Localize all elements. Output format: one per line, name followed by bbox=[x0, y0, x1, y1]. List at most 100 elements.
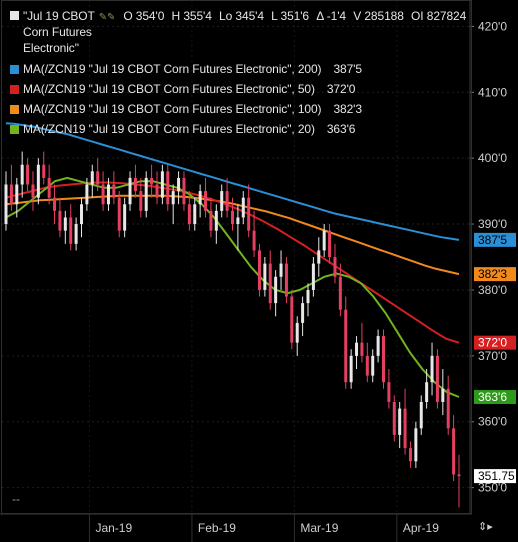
candle-body bbox=[193, 204, 197, 225]
legend-ma-20[interactable]: MA(/ZCN19 "Jul 19 CBOT Corn Futures Elec… bbox=[10, 122, 355, 136]
candle-body bbox=[355, 342, 359, 356]
ma-50-swatch-icon bbox=[10, 84, 19, 94]
candle-body bbox=[106, 184, 110, 205]
candle-body bbox=[376, 336, 380, 356]
y-tick-label: 420'0 bbox=[478, 19, 507, 33]
legend-ma-50-value: 372'0 bbox=[326, 82, 356, 96]
candle-body bbox=[387, 382, 391, 402]
candle-body bbox=[457, 474, 461, 477]
candle-body bbox=[96, 171, 100, 185]
price-badge-label: 372'0 bbox=[478, 336, 507, 350]
candle-body bbox=[182, 177, 186, 205]
candle-body bbox=[15, 184, 19, 205]
candle-body bbox=[204, 191, 208, 211]
edit-study-icon[interactable]: ✎✎ bbox=[98, 12, 116, 23]
price-badge-label: 382'3 bbox=[478, 267, 507, 281]
candle-body bbox=[58, 210, 62, 231]
price-badge-label: 387'5 bbox=[478, 233, 507, 247]
price-badge-box bbox=[474, 390, 516, 405]
candle-body bbox=[344, 309, 348, 383]
symbol-name-line3: Electronic" bbox=[23, 41, 79, 55]
candle-body bbox=[69, 217, 73, 244]
candle-body bbox=[31, 184, 35, 198]
candle-layer bbox=[4, 151, 461, 508]
candle-body bbox=[112, 184, 116, 198]
candle-body bbox=[209, 210, 213, 231]
candle-body bbox=[371, 355, 375, 376]
scroll-zoom-control-icon[interactable]: ⇕▸ bbox=[478, 521, 493, 533]
ma-20-line bbox=[5, 176, 460, 398]
candle-body bbox=[333, 257, 337, 277]
candle-body bbox=[317, 250, 321, 264]
candle-body bbox=[430, 355, 434, 383]
header-quote-line: "Jul 19 CBOT ✎✎ O 354'0 H 355'4 Lo 345'4 L… bbox=[10, 9, 466, 23]
candle-body bbox=[4, 184, 8, 225]
candle-body bbox=[166, 171, 170, 205]
candle-body bbox=[231, 210, 234, 225]
candle-body bbox=[365, 355, 369, 376]
candle-body bbox=[74, 224, 78, 244]
candle-body bbox=[301, 303, 305, 323]
quote-low: Lo 345'4 bbox=[219, 9, 264, 23]
candle-body bbox=[398, 408, 402, 435]
price-badge-box bbox=[474, 267, 516, 282]
legend-ma-50[interactable]: MA(/ZCN19 "Jul 19 CBOT Corn Futures Elec… bbox=[10, 82, 355, 96]
candle-body bbox=[123, 204, 127, 231]
legend-ma-100[interactable]: MA(/ZCN19 "Jul 19 CBOT Corn Futures Elec… bbox=[10, 102, 362, 116]
candle-body bbox=[328, 230, 332, 257]
candle-body bbox=[225, 191, 229, 211]
candle-body bbox=[322, 230, 326, 251]
price-badge-box bbox=[474, 232, 516, 247]
candle-body bbox=[171, 191, 175, 205]
candle-body bbox=[268, 263, 272, 304]
x-tick-label: Apr-19 bbox=[403, 521, 439, 535]
candle-body bbox=[452, 428, 456, 475]
price-badge-label: 363'6 bbox=[478, 390, 507, 404]
candle-body bbox=[247, 197, 251, 231]
candle-body bbox=[290, 296, 294, 343]
candle-body bbox=[90, 171, 94, 185]
candle-body bbox=[403, 408, 407, 449]
candle-body bbox=[414, 428, 418, 462]
legend-ma-100-label: MA(/ZCN19 "Jul 19 CBOT Corn Futures Elec… bbox=[23, 102, 322, 116]
candle-body bbox=[144, 177, 148, 211]
y-tick-label: 350'0 bbox=[478, 481, 507, 495]
candle-body bbox=[295, 322, 299, 343]
x-tick-label: Mar-19 bbox=[300, 521, 338, 535]
legend-ma-200-label: MA(/ZCN19 "Jul 19 CBOT Corn Futures Elec… bbox=[23, 62, 322, 76]
candle-body bbox=[187, 204, 191, 225]
quote-volume: V 285188 bbox=[353, 9, 404, 23]
ma-200-swatch-icon bbox=[10, 64, 19, 74]
candle-body bbox=[263, 263, 267, 290]
candle-body bbox=[349, 355, 353, 383]
quote-open-interest: OI 827824 bbox=[411, 9, 467, 23]
legend-ma-200-value: 387'5 bbox=[333, 62, 362, 76]
ma-20-swatch-icon bbox=[10, 124, 19, 134]
time-axis: Jan-19 Feb-19 Mar-19 Apr-19 bbox=[0, 513, 472, 542]
legend-ma-20-value: 363'6 bbox=[326, 122, 356, 136]
candle-body bbox=[155, 184, 159, 198]
y-tick-label: 390'0 bbox=[478, 217, 507, 231]
candle-body bbox=[257, 250, 261, 290]
candle-body bbox=[53, 197, 57, 211]
candle-body bbox=[139, 191, 143, 211]
candle-body bbox=[435, 355, 439, 402]
candle-body bbox=[284, 263, 288, 297]
candle-body bbox=[150, 177, 154, 185]
candle-body bbox=[306, 289, 310, 304]
candle-body bbox=[419, 401, 423, 429]
candle-body bbox=[274, 276, 278, 304]
candle-body bbox=[252, 230, 256, 251]
candle-body bbox=[441, 388, 445, 402]
candle-body bbox=[198, 191, 202, 205]
ma-100-swatch-icon bbox=[10, 104, 19, 114]
candle-body bbox=[85, 184, 89, 205]
legend-ma-200[interactable]: MA(/ZCN19 "Jul 19 CBOT Corn Futures Elec… bbox=[10, 62, 362, 76]
price-badge-label: 351.75 bbox=[478, 469, 515, 483]
price-badge-box bbox=[474, 335, 516, 350]
candle-body bbox=[311, 263, 315, 290]
candle-body bbox=[408, 448, 412, 462]
candle-body bbox=[9, 184, 13, 205]
